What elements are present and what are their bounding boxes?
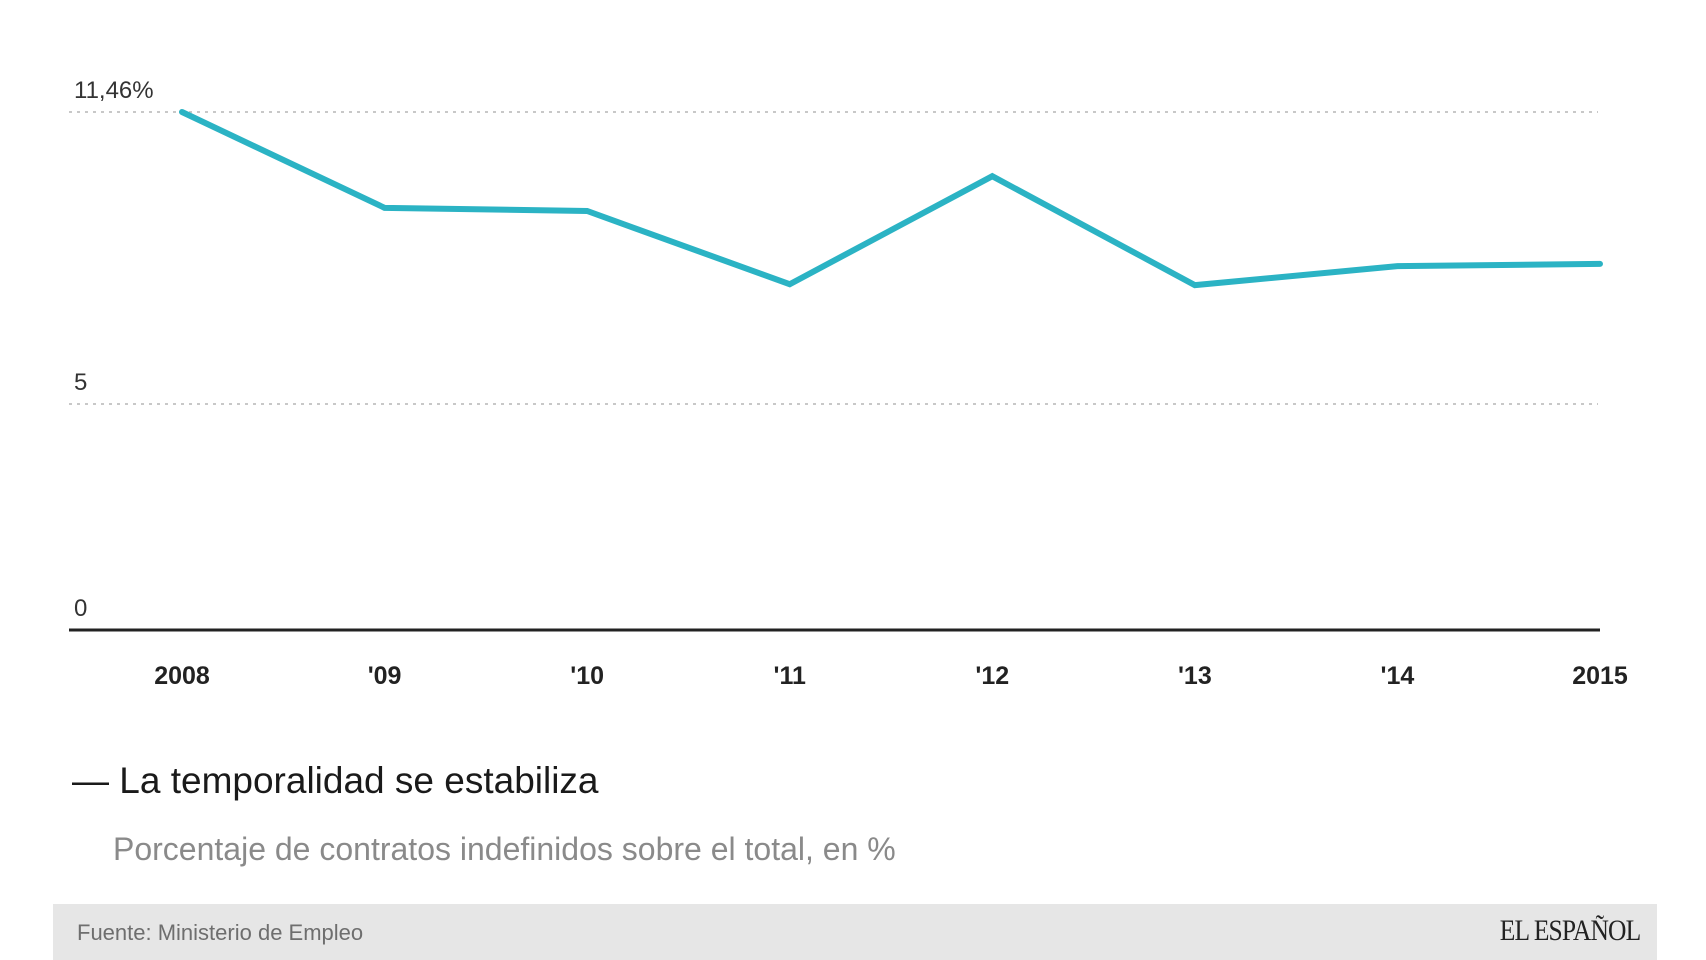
y-tick-label: 11,46% — [74, 77, 154, 104]
x-tick-label: '11 — [774, 662, 806, 690]
y-tick-label: 5 — [74, 369, 87, 396]
x-tick-label: '09 — [368, 662, 402, 690]
chart-subtitle: Porcentaje de contratos indefinidos sobr… — [113, 831, 896, 867]
chart-title: — La temporalidad se estabiliza — [72, 760, 599, 802]
x-tick-label: 2008 — [154, 662, 210, 690]
x-tick-label: '14 — [1381, 662, 1415, 690]
brand-logo: EL ESPAÑOL — [1499, 914, 1640, 947]
series-line — [179, 109, 1603, 289]
x-tick-label: '12 — [975, 662, 1009, 690]
x-tick-label: 2015 — [1572, 662, 1628, 690]
x-tick-label: '10 — [570, 662, 604, 690]
y-tick-label: 0 — [74, 595, 87, 622]
footer-bar: Fuente: Ministerio de Empleo EL ESPAÑOL — [53, 904, 1657, 960]
line-chart: 0 5 11,46% 2008 '09 '10 '11 '12 '13 '14 2015 — [69, 77, 1628, 690]
title-dash: — — [72, 760, 120, 801]
source-note: Fuente: Ministerio de Empleo — [77, 920, 364, 945]
chart-title-text: La temporalidad se estabiliza — [119, 760, 599, 801]
x-tick-label: '13 — [1178, 662, 1212, 690]
